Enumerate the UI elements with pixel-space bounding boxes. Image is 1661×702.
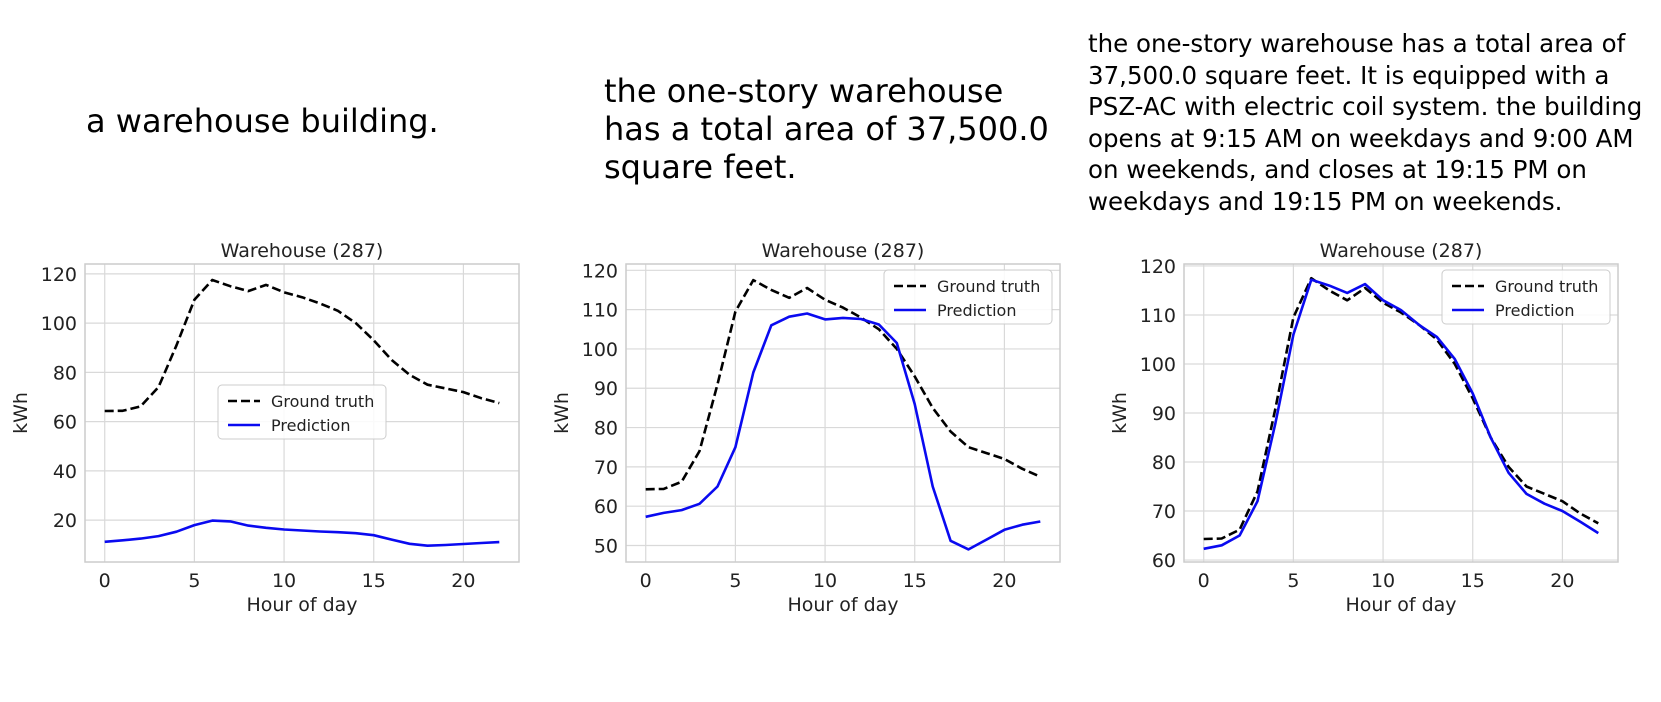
- chart-2: 0 5 10 15 20 50 60 70 80 90 100 110 120 Warehouse (28…: [551, 240, 1061, 616]
- y-tick-label: 110: [1140, 305, 1176, 327]
- x-tick-label: 0: [640, 570, 652, 592]
- prediction-line: [645, 312, 1041, 551]
- x-tick-label: 20: [451, 570, 475, 592]
- plot-frame: [84, 263, 520, 563]
- x-tick-label: 0: [1198, 570, 1210, 592]
- legend-label: Ground truth: [271, 392, 374, 411]
- y-tick-label: 100: [1140, 354, 1176, 376]
- chart-1: 0 5 10 15 20 20 40 60 80 100 120 Warehouse (287) Hou…: [10, 240, 520, 616]
- legend: Ground truth Prediction: [883, 269, 1053, 325]
- x-tick-label: 20: [992, 570, 1016, 592]
- caption-chart-3: the one-story warehouse has a total area…: [1088, 29, 1643, 216]
- y-tick-label: 110: [582, 300, 618, 322]
- chart-3: 0 5 10 15 20 60 70 80 90 100 110 120 Warehouse (287)…: [1109, 240, 1619, 616]
- caption-chart-1: a warehouse building.: [86, 102, 439, 140]
- prediction-line: [1203, 278, 1599, 551]
- caption-chart-2: the one-story warehouse has a total area…: [604, 72, 1049, 186]
- x-tick-label: 15: [1461, 570, 1485, 592]
- y-tick-label: 80: [53, 362, 77, 384]
- ground-truth-line: [1203, 276, 1599, 541]
- y-tick-label: 120: [41, 264, 77, 286]
- plot-frame: [625, 263, 1061, 563]
- y-tick-label: 70: [594, 457, 618, 479]
- x-tick-label: 20: [1550, 570, 1574, 592]
- x-axis-label: Hour of day: [787, 594, 898, 616]
- x-tick-label: 15: [362, 570, 386, 592]
- y-tick-label: 120: [1140, 256, 1176, 278]
- legend-label: Prediction: [937, 301, 1016, 320]
- x-tick-label: 10: [1371, 570, 1395, 592]
- y-tick-label: 60: [53, 412, 77, 434]
- y-tick-label: 50: [594, 535, 618, 557]
- x-axis-label: Hour of day: [246, 594, 357, 616]
- y-tick-label: 60: [594, 496, 618, 518]
- x-tick-label: 15: [903, 570, 927, 592]
- y-tick-label: 100: [582, 339, 618, 361]
- y-tick-label: 80: [1152, 452, 1176, 474]
- y-tick-label: 120: [582, 260, 618, 282]
- prediction-line: [104, 519, 500, 548]
- legend: Ground truth Prediction: [1441, 269, 1611, 325]
- x-tick-label: 0: [99, 570, 111, 592]
- legend-label: Prediction: [1495, 301, 1574, 320]
- ground-truth-line: [104, 278, 500, 413]
- legend-label: Ground truth: [1495, 277, 1598, 296]
- x-tick-label: 5: [729, 570, 741, 592]
- y-tick-label: 70: [1152, 501, 1176, 523]
- y-tick-label: 80: [594, 418, 618, 440]
- plot-frame: [1183, 263, 1619, 563]
- x-axis-label: Hour of day: [1345, 594, 1456, 616]
- chart-title: Warehouse (287): [221, 240, 384, 262]
- chart-title: Warehouse (287): [1320, 240, 1483, 262]
- y-tick-label: 100: [41, 313, 77, 335]
- x-tick-label: 5: [1287, 570, 1299, 592]
- y-axis-label: kWh: [551, 392, 573, 434]
- legend-label: Ground truth: [937, 277, 1040, 296]
- y-tick-label: 90: [1152, 403, 1176, 425]
- y-tick-label: 40: [53, 461, 77, 483]
- x-tick-label: 10: [272, 570, 296, 592]
- y-tick-label: 90: [594, 378, 618, 400]
- x-tick-label: 5: [188, 570, 200, 592]
- y-tick-label: 60: [1152, 550, 1176, 572]
- chart-title: Warehouse (287): [762, 240, 925, 262]
- y-axis-label: kWh: [1109, 392, 1131, 434]
- x-tick-label: 10: [813, 570, 837, 592]
- legend-label: Prediction: [271, 416, 350, 435]
- y-tick-label: 20: [53, 510, 77, 532]
- y-axis-label: kWh: [10, 392, 32, 434]
- legend: Ground truth Prediction: [217, 384, 387, 440]
- ground-truth-line: [645, 278, 1041, 491]
